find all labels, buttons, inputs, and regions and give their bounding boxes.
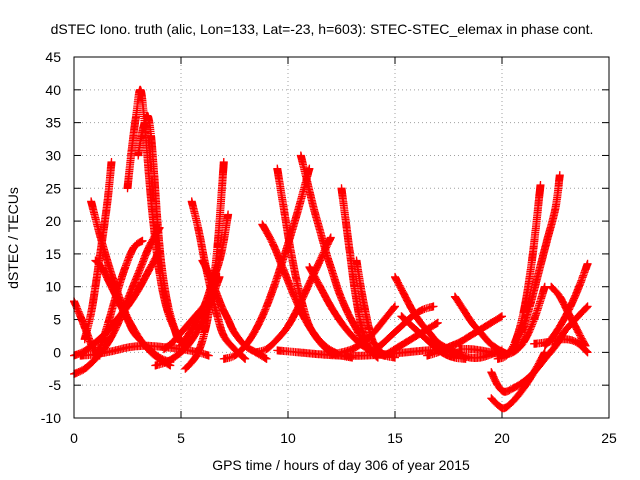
x-tick-label: 10: [280, 430, 296, 446]
y-tick-label: 45: [45, 49, 61, 65]
data-series: [70, 85, 592, 413]
y-tick-label: 40: [45, 82, 61, 98]
arc-markers: [251, 233, 335, 357]
arc-markers: [296, 151, 369, 350]
arc-series: [251, 233, 335, 357]
y-tick-label: 35: [45, 115, 61, 131]
y-tick-label: 10: [45, 279, 61, 295]
x-tick-label: 25: [601, 430, 617, 446]
chart-title: dSTEC Iono. truth (alic, Lon=133, Lat=-2…: [51, 21, 594, 37]
arc-markers: [80, 158, 116, 344]
arc-markers: [508, 171, 564, 354]
arc-markers: [134, 111, 181, 340]
arc-series: [134, 111, 181, 340]
arc-markers: [365, 302, 438, 357]
arc-series: [540, 259, 592, 350]
arc-series: [326, 302, 399, 359]
arc-series: [296, 151, 369, 350]
x-tick-label: 0: [70, 430, 78, 446]
arc-markers: [326, 302, 399, 359]
y-axis-label: dSTEC / TECUs: [5, 187, 21, 289]
y-tick-label: 30: [45, 147, 61, 163]
arc-markers: [337, 184, 382, 362]
axis-ticks: 0 5 10 15 20 25 -10 -5 0 5 10 15 20 25 30 35 40 45: [41, 49, 617, 446]
arc-series: [508, 171, 564, 354]
arc-markers: [177, 210, 233, 350]
arc-series: [337, 184, 382, 362]
y-tick-label: 15: [45, 246, 61, 262]
y-tick-label: -5: [49, 377, 62, 393]
x-tick-label: 5: [177, 430, 185, 446]
y-tick-label: -10: [41, 410, 61, 426]
arc-series: [80, 158, 116, 344]
y-tick-label: 5: [53, 312, 61, 328]
y-tick-label: 20: [45, 213, 61, 229]
arc-series: [380, 318, 442, 360]
y-tick-label: 0: [53, 344, 61, 360]
x-tick-label: 20: [494, 430, 510, 446]
arc-series: [365, 302, 438, 357]
x-axis-label: GPS time / hours of day 306 of year 2015: [212, 457, 470, 473]
arc-markers: [151, 272, 224, 370]
y-tick-label: 25: [45, 180, 61, 196]
arc-series: [151, 272, 224, 370]
arc-series: [177, 210, 233, 350]
arc-markers: [380, 318, 442, 360]
arc-markers: [540, 259, 592, 350]
x-tick-label: 15: [387, 430, 403, 446]
plot-frame: [73, 56, 610, 419]
